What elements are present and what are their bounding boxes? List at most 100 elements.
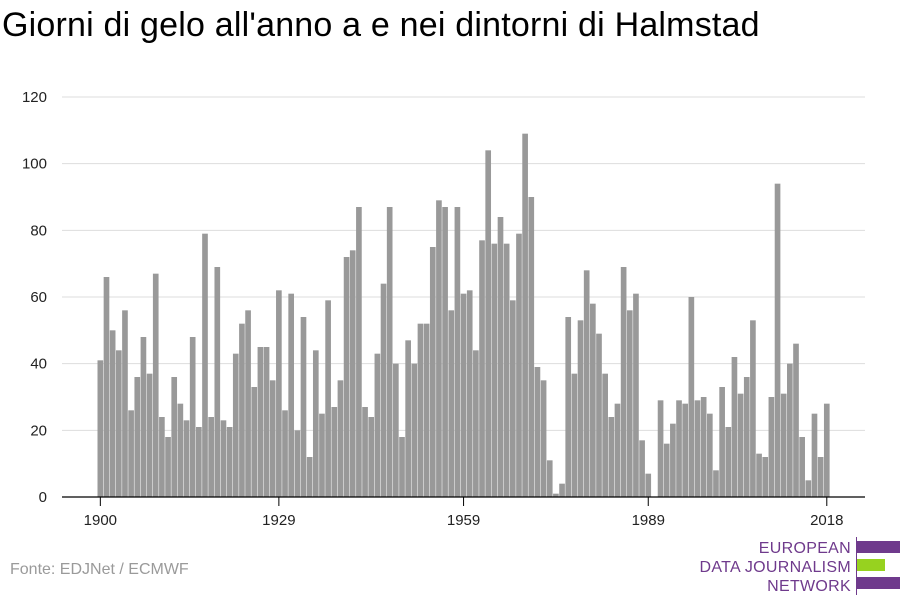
bar-1999 [706,413,713,497]
bar-1945 [374,353,381,497]
bar-2000 [713,470,719,497]
bar-1937 [325,300,331,497]
bar-1972 [540,380,547,497]
bar-2014 [799,437,805,497]
bar-1976 [565,317,572,497]
bar-1917 [202,233,208,498]
y-tick-label: 80 [30,222,47,239]
bar-1939 [337,380,344,497]
bar-1902 [109,330,116,497]
bar-1928 [269,380,276,497]
bar-1942 [356,207,362,497]
bar-2010 [774,183,781,498]
bar-2017 [817,457,824,497]
x-tick-label: 1900 [84,512,117,529]
bar-1987 [633,293,639,497]
bar-1920 [220,420,227,497]
bar-1913 [177,403,184,497]
bar-1988 [639,440,645,497]
bar-2009 [768,397,775,497]
bars [97,133,830,498]
bar-1923 [239,323,245,497]
bar-1950 [405,340,411,497]
bar-1935 [312,350,319,497]
bar-1952 [417,323,424,497]
bar-1973 [546,460,553,497]
bar-1906 [134,377,141,497]
bar-1967 [509,300,516,497]
y-tick-label: 40 [30,356,47,373]
bar-1925 [251,387,258,497]
bar-1977 [571,373,578,497]
bar-1994 [676,400,682,497]
logo-line-3: NETWORK [767,578,851,595]
bar-2003 [731,357,738,497]
bar-1981 [596,333,602,497]
bar-2005 [743,377,750,497]
bar-1926 [257,347,264,497]
bar-2012 [787,363,793,497]
bar-1996 [688,297,695,497]
bar-1970 [528,197,535,497]
bar-1901 [103,277,110,497]
bar-1951 [411,363,418,497]
bar-1983 [608,417,615,497]
x-tick-label: 1929 [262,512,295,529]
bar-1998 [700,397,707,497]
bar-1985 [620,267,627,497]
bar-1924 [245,310,251,497]
logo-line-1: EUROPEAN [758,540,851,557]
bar-1957 [448,310,455,497]
x-axis-ticks: 1900 1929 1959 1989 2018 [84,497,843,529]
bar-1978 [577,320,584,497]
bar-1927 [263,347,270,497]
bar-1993 [670,423,676,497]
source-note: Fonte: EDJNet / ECMWF [10,561,189,578]
bar-1936 [319,413,325,497]
bar-1960 [466,290,473,497]
bar-1915 [189,337,196,497]
bar-1986 [626,310,633,497]
bar-1948 [393,363,399,497]
bar-1989 [645,473,652,497]
bar-1929 [276,290,282,497]
bar-1991 [657,400,664,497]
bar-2006 [750,320,756,497]
bar-1938 [331,407,338,497]
y-axis-ticks: 0 20 40 60 80 100 120 [22,89,47,506]
edjnet-logo: EUROPEAN DATA JOURNALISM NETWORK [700,537,900,597]
bar-1919 [214,267,221,497]
bar-2002 [725,427,732,497]
bar-2013 [793,343,799,497]
x-tick-label: 1959 [447,512,480,529]
bar-1909 [152,273,159,497]
bar-1916 [196,427,202,497]
logo-divider [856,537,857,595]
bar-1900 [97,360,104,497]
y-tick-label: 120 [22,89,47,106]
logo-bar-middle [857,559,885,571]
bar-2008 [762,457,769,497]
bar-1944 [368,417,375,497]
bar-1961 [473,350,479,497]
logo-text: EUROPEAN DATA JOURNALISM NETWORK [700,539,851,596]
bar-2011 [780,393,787,497]
bar-1964 [491,243,498,497]
bar-1962 [479,240,485,497]
bar-1995 [682,403,689,497]
bar-1947 [386,207,393,497]
bar-1904 [122,310,128,497]
bar-1940 [343,257,350,497]
bar-1922 [232,353,239,497]
bar-1931 [288,293,295,497]
bar-1980 [590,303,596,497]
bar-1914 [183,420,190,497]
bar-2001 [719,387,725,497]
bar-1930 [282,410,288,497]
bar-1932 [294,430,301,497]
bar-1966 [503,243,510,497]
bar-1903 [115,350,122,497]
bar-2004 [737,393,744,497]
bar-1956 [442,207,448,497]
